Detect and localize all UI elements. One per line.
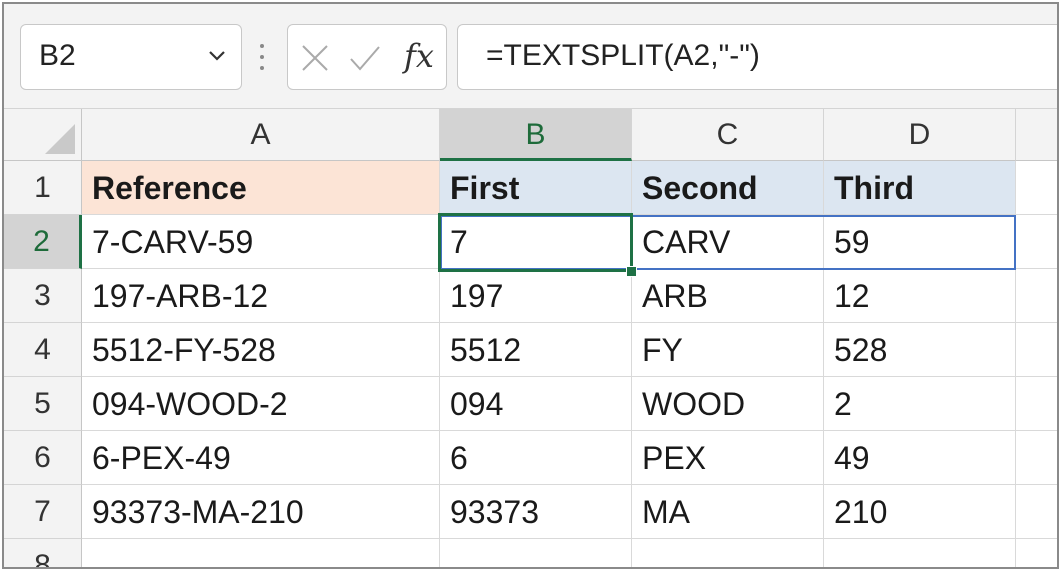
- column-header-d[interactable]: D: [824, 109, 1016, 161]
- cell-a4[interactable]: 5512-FY-528: [82, 323, 440, 377]
- cell-a3[interactable]: 197-ARB-12: [82, 269, 440, 323]
- cell-a2[interactable]: 7-CARV-59: [82, 215, 440, 269]
- cell-c3[interactable]: ARB: [632, 269, 824, 323]
- row-header-3[interactable]: 3: [4, 269, 82, 323]
- cell-b7[interactable]: 93373: [440, 485, 632, 539]
- select-all-triangle-icon: [45, 124, 75, 154]
- cell-e7[interactable]: [1016, 485, 1057, 539]
- column-header-c[interactable]: C: [632, 109, 824, 161]
- cell-d6[interactable]: 49: [824, 431, 1016, 485]
- cell-c4[interactable]: FY: [632, 323, 824, 377]
- cell-c6[interactable]: PEX: [632, 431, 824, 485]
- cancel-icon[interactable]: [300, 43, 330, 73]
- column-header-a[interactable]: A: [82, 109, 440, 161]
- row-header-6[interactable]: 6: [4, 431, 82, 485]
- cell-a6[interactable]: 6-PEX-49: [82, 431, 440, 485]
- cell-e6[interactable]: [1016, 431, 1057, 485]
- cell-b2[interactable]: 7: [440, 215, 632, 269]
- cell-b3[interactable]: 197: [440, 269, 632, 323]
- cell-e1[interactable]: [1016, 161, 1057, 215]
- cell-c8[interactable]: [632, 539, 824, 567]
- cell-d8[interactable]: [824, 539, 1016, 567]
- chevron-down-icon[interactable]: [207, 49, 227, 63]
- column-header-e[interactable]: [1016, 109, 1057, 161]
- row-header-8[interactable]: 8: [4, 539, 82, 567]
- cell-a5[interactable]: 094-WOOD-2: [82, 377, 440, 431]
- cell-b1[interactable]: First: [440, 161, 632, 215]
- row-header-5[interactable]: 5: [4, 377, 82, 431]
- cell-e2[interactable]: [1016, 215, 1057, 269]
- cell-b4[interactable]: 5512: [440, 323, 632, 377]
- cell-d7[interactable]: 210: [824, 485, 1016, 539]
- row-header-2[interactable]: 2: [4, 215, 82, 269]
- formula-input[interactable]: =TEXTSPLIT(A2,"-"): [457, 24, 1057, 90]
- cell-c1[interactable]: Second: [632, 161, 824, 215]
- cell-d1[interactable]: Third: [824, 161, 1016, 215]
- cell-a8[interactable]: [82, 539, 440, 567]
- cell-c7[interactable]: MA: [632, 485, 824, 539]
- formula-text: =TEXTSPLIT(A2,"-"): [486, 39, 760, 72]
- vertical-dots-icon[interactable]: [259, 42, 265, 72]
- cell-a7[interactable]: 93373-MA-210: [82, 485, 440, 539]
- cell-e4[interactable]: [1016, 323, 1057, 377]
- column-header-b[interactable]: B: [440, 109, 632, 161]
- cell-b5[interactable]: 094: [440, 377, 632, 431]
- cell-e5[interactable]: [1016, 377, 1057, 431]
- row-header-1[interactable]: 1: [4, 161, 82, 215]
- enter-check-icon[interactable]: [348, 43, 382, 73]
- row-header-7[interactable]: 7: [4, 485, 82, 539]
- name-box-value: B2: [39, 39, 76, 72]
- name-box[interactable]: B2: [20, 24, 242, 90]
- formula-buttons: fx: [287, 24, 447, 90]
- insert-function-icon[interactable]: fx: [404, 37, 434, 75]
- cell-e3[interactable]: [1016, 269, 1057, 323]
- cell-b8[interactable]: [440, 539, 632, 567]
- cell-c5[interactable]: WOOD: [632, 377, 824, 431]
- cell-d2[interactable]: 59: [824, 215, 1016, 269]
- cell-e8[interactable]: [1016, 539, 1057, 567]
- fill-handle[interactable]: [626, 266, 637, 277]
- select-all-corner[interactable]: [4, 109, 82, 161]
- formula-bar-area: B2 fx =TEXTSPLIT(A2,"-"): [4, 4, 1057, 109]
- cell-b6[interactable]: 6: [440, 431, 632, 485]
- row-header-4[interactable]: 4: [4, 323, 82, 377]
- cell-a1[interactable]: Reference: [82, 161, 440, 215]
- cell-c2[interactable]: CARV: [632, 215, 824, 269]
- cell-d5[interactable]: 2: [824, 377, 1016, 431]
- cell-d3[interactable]: 12: [824, 269, 1016, 323]
- cell-d4[interactable]: 528: [824, 323, 1016, 377]
